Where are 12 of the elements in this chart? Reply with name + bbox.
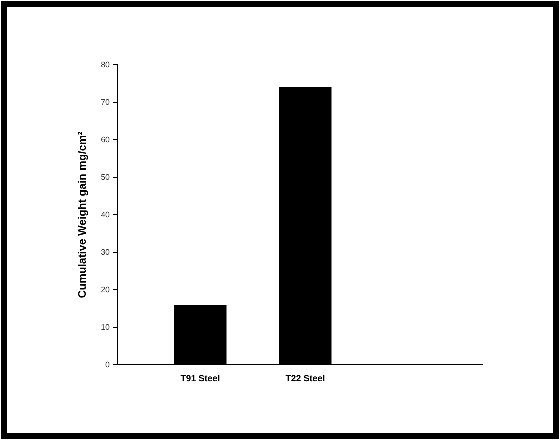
y-tick-label: 60: [101, 136, 111, 145]
x-tick-label: T22 Steel: [286, 373, 326, 384]
y-tick-label: 40: [101, 210, 111, 220]
y-tick-label: 30: [101, 248, 111, 258]
y-tick-label: 10: [101, 323, 111, 332]
y-tick-label: 0: [106, 360, 111, 370]
y-tick-label: 80: [101, 60, 111, 70]
x-tick-label: T91 Steel: [180, 373, 220, 384]
y-tick-label: 20: [101, 286, 111, 295]
y-tick-label: 70: [101, 98, 111, 108]
y-axis-title: Cumulative Weight gain mg/cm²: [77, 131, 89, 298]
y-tick-label: 50: [101, 173, 111, 182]
